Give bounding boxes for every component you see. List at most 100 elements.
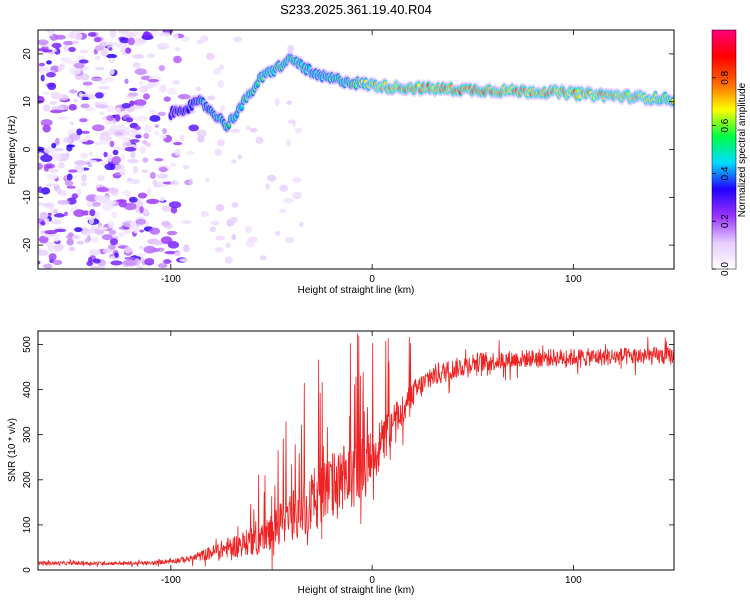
colorbar	[711, 29, 737, 270]
spectrogram-noise-cell	[142, 157, 149, 163]
spectrogram-noise-cell	[127, 37, 135, 46]
spectrogram-noise-cell	[139, 206, 144, 214]
spectrogram-noise-cell	[146, 53, 156, 59]
spectrogram-noise-cell	[44, 218, 50, 226]
spectrogram-noise-cell	[79, 49, 89, 54]
colorbar-tick-label: 0.0	[720, 262, 731, 276]
colorbar-tick-label: 0.4	[720, 166, 731, 180]
spectrogram-noise-cell	[46, 164, 53, 169]
spectrogram-noise-cell	[54, 228, 67, 233]
spectrogram-noise-cell	[111, 211, 118, 218]
spectrogram-noise-cell	[265, 183, 270, 190]
spectrogram-noise-cell	[79, 118, 88, 123]
spectrogram-noise-cell	[81, 173, 87, 182]
spectrogram-noise-cell	[106, 53, 118, 59]
spectrogram-noise-cell	[85, 194, 99, 202]
spectrogram-noise-cell	[95, 45, 105, 51]
spectrogram-noise-cell	[64, 180, 74, 186]
spectrogram-noise-cell	[38, 39, 49, 46]
spectrogram-noise-cell	[259, 255, 267, 261]
spectrogram-noise-cell	[52, 48, 57, 53]
spectrogram-noise-cell	[133, 99, 147, 107]
spectrogram-noise-cell	[174, 47, 181, 51]
spectrogram-noise-cell	[284, 237, 295, 244]
spectrogram-noise-cell	[130, 220, 137, 227]
spectrogram-noise-cell	[137, 192, 148, 199]
spectrogram-noise-cell	[188, 178, 194, 186]
spectrogram-noise-cell	[149, 115, 161, 122]
spectrogram-noise-cell	[143, 132, 150, 139]
spectrogram-noise-cell	[154, 158, 164, 162]
spectrogram-noise-cell	[46, 173, 58, 180]
spectrogram-noise-cell	[68, 169, 78, 173]
spectrogram-noise-cell	[48, 30, 54, 37]
spectrogram-noise-cell	[87, 94, 96, 100]
spectrogram-noise-cell	[94, 92, 104, 99]
spectrogram-noise-cell	[68, 104, 77, 111]
spectrogram-noise-cell	[45, 183, 59, 187]
spectrogram-noise-cell	[50, 91, 61, 100]
spectrogram-noise-cell	[92, 202, 102, 207]
spectrogram-noise-cell	[66, 144, 73, 152]
spectrogram-noise-cell	[134, 200, 144, 207]
spectrogram-noise-cell	[88, 151, 93, 156]
spectrogram-noise-cell	[53, 213, 65, 218]
spectrogram-noise-cell	[174, 251, 182, 257]
spectrogram-noise-cell	[66, 173, 73, 181]
spectrogram-noise-cell	[42, 104, 51, 112]
spectrogram-noise-cell	[125, 129, 131, 137]
spectrogram-noise-cell	[78, 59, 89, 64]
spectrogram-noise-cell	[51, 153, 62, 161]
spectrogram-noise-cell	[195, 86, 202, 92]
snr-y-tick-label: 400	[22, 381, 33, 398]
spectrogram-noise-cell	[68, 46, 76, 52]
spectrogram-noise-cell	[63, 44, 69, 52]
spectrogram-noise-cell	[159, 32, 172, 37]
spectrogram-noise-cell	[90, 236, 99, 243]
spectrogram-noise-cell	[143, 245, 157, 254]
spectrogram-noise-cell	[47, 212, 52, 216]
spectrogram-noise-cell	[107, 220, 115, 229]
spectrogram-noise-cell	[134, 68, 147, 75]
spectrogram-noise-cell	[97, 222, 103, 227]
spectrogram-noise-cell	[237, 154, 242, 160]
spectrogram-noise-cell	[225, 242, 231, 249]
spectrogram-noise-cell	[46, 72, 56, 78]
spectrogram-noise-cell	[118, 110, 131, 116]
spectrogram-noise-cell	[42, 203, 53, 207]
spectrogram-noise-cell	[92, 258, 101, 264]
spectrogram-noise-cell	[115, 107, 121, 113]
spectrogram-noise-cell	[54, 137, 60, 146]
spectrogram-noise-cell	[132, 62, 141, 69]
spectrogram-noise-cell	[149, 109, 156, 114]
spectrogram-noise-cell	[38, 249, 49, 256]
spectrogram-noise-cell	[108, 57, 116, 63]
spectrogram-noise-cell	[94, 194, 104, 202]
spectrogram-noise-cell	[110, 260, 123, 266]
spectrogram-noise-cell	[89, 209, 96, 217]
spectrogram-noise-cell	[139, 229, 144, 233]
spectrogram-noise-cell	[127, 177, 132, 182]
spectrogram-noise-cell	[149, 227, 161, 235]
spectrogram-noise-cell	[229, 216, 238, 224]
spectrogram-noise-cell	[186, 150, 195, 156]
spectrogram-noise-cell	[63, 137, 72, 144]
spectrogram-noise-cell	[274, 231, 281, 237]
spectrogram-noise-cell	[94, 141, 101, 146]
spectrogram-noise-cell	[294, 127, 303, 134]
spectrogram-noise-cell	[135, 265, 144, 269]
spectrogram-noise-cell	[71, 193, 79, 199]
spectrogram-noise-cell	[93, 37, 102, 43]
spectrogram-noise-cell	[135, 218, 147, 225]
spectrogram-noise-cell	[38, 48, 46, 52]
spectrogram-noise-cell	[109, 68, 115, 75]
spectrogram-noise-cell	[66, 185, 76, 189]
spectrogram-noise-cell	[86, 260, 94, 267]
spectrogram-noise-cell	[217, 80, 225, 88]
spectrogram-noise-cell	[174, 148, 182, 156]
spectrogram-noise-cell	[98, 80, 107, 85]
spectrogram-noise-cell	[127, 158, 139, 164]
spectrogram-noise-cell	[74, 227, 83, 233]
spectrogram-noise-cell	[132, 178, 141, 185]
spectrogram-noise-cell	[215, 204, 225, 212]
